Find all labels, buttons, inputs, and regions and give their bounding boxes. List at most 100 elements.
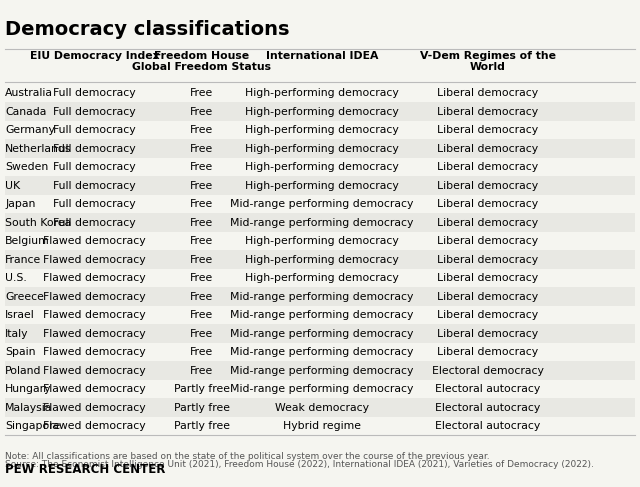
Text: Liberal democracy: Liberal democracy: [437, 236, 538, 246]
Text: Liberal democracy: Liberal democracy: [437, 162, 538, 172]
Text: Free: Free: [190, 162, 213, 172]
Text: International IDEA: International IDEA: [266, 51, 378, 61]
Text: Germany: Germany: [5, 125, 55, 135]
Text: Canada: Canada: [5, 107, 47, 116]
Text: Full democracy: Full democracy: [53, 144, 136, 153]
Bar: [5, 176, 635, 195]
Text: EIU Democracy Index: EIU Democracy Index: [30, 51, 159, 61]
Text: Electoral democracy: Electoral democracy: [432, 366, 543, 375]
Text: Malaysia: Malaysia: [5, 403, 52, 412]
Text: Source: The Economist Intelligence Unit (2021), Freedom House (2022), Internatio: Source: The Economist Intelligence Unit …: [5, 460, 594, 469]
Bar: [5, 361, 635, 380]
Text: High-performing democracy: High-performing democracy: [245, 162, 399, 172]
Text: Flawed democracy: Flawed democracy: [44, 403, 146, 412]
Text: Liberal democracy: Liberal democracy: [437, 107, 538, 116]
Bar: [5, 102, 635, 121]
Text: Full democracy: Full democracy: [53, 162, 136, 172]
Text: Mid-range performing democracy: Mid-range performing democracy: [230, 384, 413, 394]
Text: Flawed democracy: Flawed democracy: [44, 292, 146, 301]
Text: Liberal democracy: Liberal democracy: [437, 292, 538, 301]
Bar: [5, 398, 635, 417]
Text: Liberal democracy: Liberal democracy: [437, 199, 538, 209]
Text: Democracy classifications: Democracy classifications: [5, 20, 290, 39]
Text: Liberal democracy: Liberal democracy: [437, 125, 538, 135]
Bar: [5, 139, 635, 158]
Text: Sweden: Sweden: [5, 162, 49, 172]
Text: Electoral autocracy: Electoral autocracy: [435, 421, 540, 431]
Text: Liberal democracy: Liberal democracy: [437, 347, 538, 357]
Text: Italy: Italy: [5, 329, 29, 338]
Text: Note: All classifications are based on the state of the political system over th: Note: All classifications are based on t…: [5, 452, 490, 461]
Text: High-performing democracy: High-performing democracy: [245, 88, 399, 98]
Text: Liberal democracy: Liberal democracy: [437, 329, 538, 338]
Text: PEW RESEARCH CENTER: PEW RESEARCH CENTER: [5, 463, 166, 476]
Text: Free: Free: [190, 347, 213, 357]
Text: Flawed democracy: Flawed democracy: [44, 366, 146, 375]
Text: Hungary: Hungary: [5, 384, 52, 394]
Text: Mid-range performing democracy: Mid-range performing democracy: [230, 218, 413, 227]
Text: Partly free: Partly free: [173, 384, 230, 394]
Text: Liberal democracy: Liberal democracy: [437, 218, 538, 227]
Text: Free: Free: [190, 218, 213, 227]
Text: Partly free: Partly free: [173, 403, 230, 412]
Text: Belgium: Belgium: [5, 236, 50, 246]
Text: Free: Free: [190, 310, 213, 320]
Text: Liberal democracy: Liberal democracy: [437, 181, 538, 190]
Text: Free: Free: [190, 199, 213, 209]
Text: High-performing democracy: High-performing democracy: [245, 107, 399, 116]
Text: UK: UK: [5, 181, 20, 190]
Text: Electoral autocracy: Electoral autocracy: [435, 384, 540, 394]
Text: France: France: [5, 255, 42, 264]
Text: Free: Free: [190, 292, 213, 301]
Bar: [5, 287, 635, 306]
Text: Free: Free: [190, 107, 213, 116]
Text: Full democracy: Full democracy: [53, 107, 136, 116]
Text: Mid-range performing democracy: Mid-range performing democracy: [230, 310, 413, 320]
Text: High-performing democracy: High-performing democracy: [245, 144, 399, 153]
Text: Flawed democracy: Flawed democracy: [44, 329, 146, 338]
Text: Full democracy: Full democracy: [53, 218, 136, 227]
Text: Partly free: Partly free: [173, 421, 230, 431]
Text: Flawed democracy: Flawed democracy: [44, 421, 146, 431]
Text: Freedom House
Global Freedom Status: Freedom House Global Freedom Status: [132, 51, 271, 72]
Text: Flawed democracy: Flawed democracy: [44, 273, 146, 283]
Bar: [5, 324, 635, 343]
Text: Netherlands: Netherlands: [5, 144, 72, 153]
Bar: [5, 213, 635, 232]
Text: Free: Free: [190, 181, 213, 190]
Text: South Korea: South Korea: [5, 218, 72, 227]
Text: Japan: Japan: [5, 199, 35, 209]
Text: Liberal democracy: Liberal democracy: [437, 88, 538, 98]
Text: Full democracy: Full democracy: [53, 88, 136, 98]
Text: Free: Free: [190, 255, 213, 264]
Text: Poland: Poland: [5, 366, 42, 375]
Text: Electoral autocracy: Electoral autocracy: [435, 403, 540, 412]
Text: Liberal democracy: Liberal democracy: [437, 310, 538, 320]
Text: Full democracy: Full democracy: [53, 181, 136, 190]
Text: Free: Free: [190, 366, 213, 375]
Text: Flawed democracy: Flawed democracy: [44, 255, 146, 264]
Text: Weak democracy: Weak democracy: [275, 403, 369, 412]
Text: Flawed democracy: Flawed democracy: [44, 236, 146, 246]
Text: High-performing democracy: High-performing democracy: [245, 181, 399, 190]
Text: Free: Free: [190, 329, 213, 338]
Text: Liberal democracy: Liberal democracy: [437, 273, 538, 283]
Text: High-performing democracy: High-performing democracy: [245, 125, 399, 135]
Text: Mid-range performing democracy: Mid-range performing democracy: [230, 199, 413, 209]
Text: Full democracy: Full democracy: [53, 199, 136, 209]
Text: Australia: Australia: [5, 88, 53, 98]
Text: Full democracy: Full democracy: [53, 125, 136, 135]
Text: Mid-range performing democracy: Mid-range performing democracy: [230, 366, 413, 375]
Text: V-Dem Regimes of the
World: V-Dem Regimes of the World: [420, 51, 556, 72]
Text: Greece: Greece: [5, 292, 44, 301]
Text: Mid-range performing democracy: Mid-range performing democracy: [230, 292, 413, 301]
Text: Flawed democracy: Flawed democracy: [44, 384, 146, 394]
Text: Liberal democracy: Liberal democracy: [437, 255, 538, 264]
Text: Free: Free: [190, 144, 213, 153]
Text: Israel: Israel: [5, 310, 35, 320]
Text: High-performing democracy: High-performing democracy: [245, 273, 399, 283]
Text: U.S.: U.S.: [5, 273, 27, 283]
Text: Mid-range performing democracy: Mid-range performing democracy: [230, 347, 413, 357]
Text: Flawed democracy: Flawed democracy: [44, 310, 146, 320]
Text: Liberal democracy: Liberal democracy: [437, 144, 538, 153]
